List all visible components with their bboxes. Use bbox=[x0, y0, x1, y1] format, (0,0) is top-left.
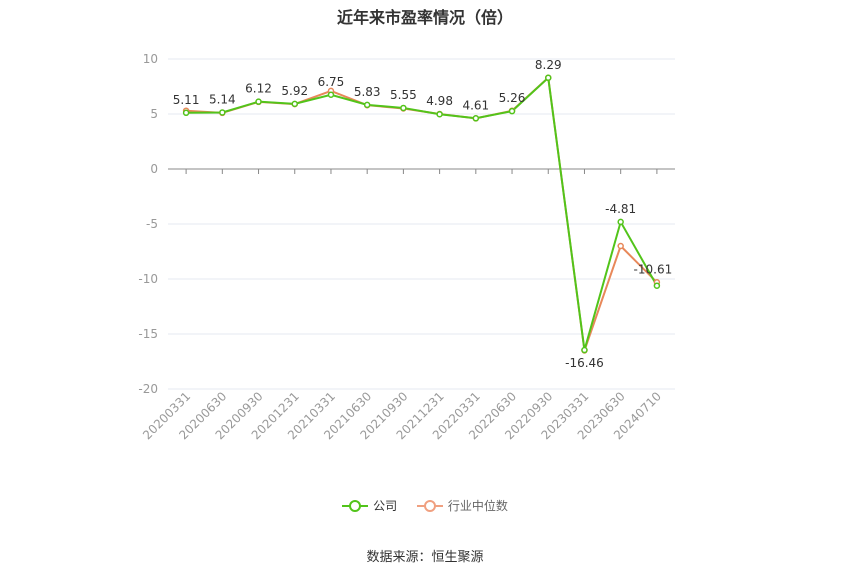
x-axis: 2020033120200630202009302020123120210331… bbox=[140, 168, 675, 442]
point-company bbox=[436, 110, 443, 118]
y-tick-label: 0 bbox=[150, 162, 158, 176]
point-company bbox=[508, 107, 516, 115]
y-tick-label: -5 bbox=[146, 217, 158, 231]
data-label: 4.61 bbox=[462, 98, 489, 112]
point-company bbox=[545, 74, 552, 82]
gridlines bbox=[168, 58, 675, 390]
y-tick-label: -20 bbox=[138, 382, 158, 396]
series-line-company bbox=[186, 75, 658, 351]
point-company bbox=[581, 346, 588, 354]
data-label: 6.12 bbox=[245, 82, 272, 96]
data-label: 5.26 bbox=[499, 91, 526, 105]
data-label: 8.29 bbox=[535, 58, 562, 72]
point-company bbox=[363, 101, 371, 109]
legend-item-company[interactable]: 公司 bbox=[342, 497, 397, 514]
y-tick-label: -15 bbox=[138, 327, 158, 341]
data-label: 5.55 bbox=[390, 88, 417, 102]
data-label: -10.61 bbox=[634, 263, 673, 277]
data-label: 5.14 bbox=[209, 92, 236, 106]
data-labels: 5.11 5.14 6.12 5.92 6.75 5.83 5.55 4.98 4.61 5.26… bbox=[173, 58, 672, 370]
point-company bbox=[255, 98, 262, 105]
point-company bbox=[653, 282, 661, 289]
y-tick-label: 10 bbox=[143, 52, 158, 66]
y-axis: 10 5 0 -5 -10 -15 -20 bbox=[138, 52, 158, 396]
point-company bbox=[291, 100, 298, 108]
point-company bbox=[400, 104, 407, 112]
point-company bbox=[617, 218, 624, 226]
legend-label-company: 公司 bbox=[373, 499, 398, 513]
data-label: 5.11 bbox=[173, 93, 200, 107]
line-chart: 10 5 0 -5 -10 -15 -20 202003312020063020200930… bbox=[138, 52, 675, 442]
point-industry-median bbox=[617, 242, 624, 250]
y-tick-label: -10 bbox=[138, 272, 158, 286]
data-source: 数据来源：恒生聚源 bbox=[366, 550, 484, 565]
legend: 公司 行业中位数 bbox=[0, 497, 850, 516]
data-label: 5.92 bbox=[281, 84, 308, 98]
data-label: -16.46 bbox=[565, 356, 604, 370]
legend-label-industry-median: 行业中位数 bbox=[447, 499, 508, 513]
legend-swatch-industry-median bbox=[416, 499, 443, 513]
data-label: -4.81 bbox=[605, 202, 636, 216]
data-label: 5.83 bbox=[354, 85, 381, 99]
point-company bbox=[219, 109, 226, 116]
series-line-industry-median bbox=[186, 75, 658, 351]
legend-item-industry-median[interactable]: 行业中位数 bbox=[416, 497, 508, 514]
point-company bbox=[327, 91, 335, 98]
point-company bbox=[182, 109, 190, 117]
legend-swatch-company bbox=[342, 499, 369, 513]
data-label: 6.75 bbox=[318, 75, 345, 89]
data-label: 4.98 bbox=[426, 94, 453, 108]
point-company bbox=[472, 115, 480, 122]
y-tick-label: 5 bbox=[150, 107, 158, 121]
series-layer bbox=[182, 74, 661, 354]
chart-title: 近年来市盈率情况（倍） bbox=[336, 8, 513, 27]
